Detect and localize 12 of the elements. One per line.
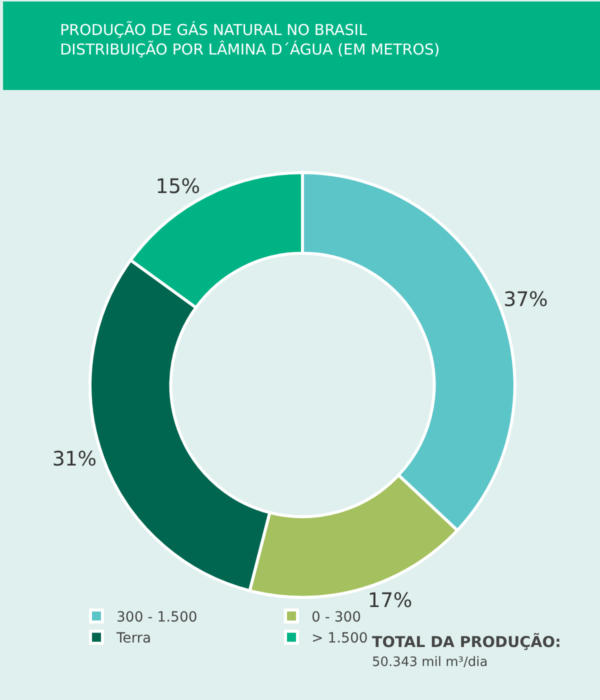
data-label: 31% <box>52 446 97 470</box>
text: 50.343 mil m³/dia <box>372 655 488 670</box>
data-label: 17% <box>368 588 412 612</box>
legend-label: Terra <box>116 630 152 647</box>
chart-title: PRODUÇÃO DE GÁS NATURAL NO BRASIL <box>60 21 368 39</box>
legend-label: 300 - 1.500 <box>116 609 198 626</box>
chart-subtitle: DISTRIBUIÇÃO POR LÂMINA D´ÁGUA (EM METROS) <box>60 40 440 58</box>
legend-label: > 1.500 <box>312 630 368 647</box>
data-label: 15% <box>156 174 200 198</box>
data-label: 37% <box>503 286 548 311</box>
text: TOTAL DA PRODUÇÃO: <box>372 633 562 651</box>
legend-label: 0 - 300 <box>312 609 362 626</box>
